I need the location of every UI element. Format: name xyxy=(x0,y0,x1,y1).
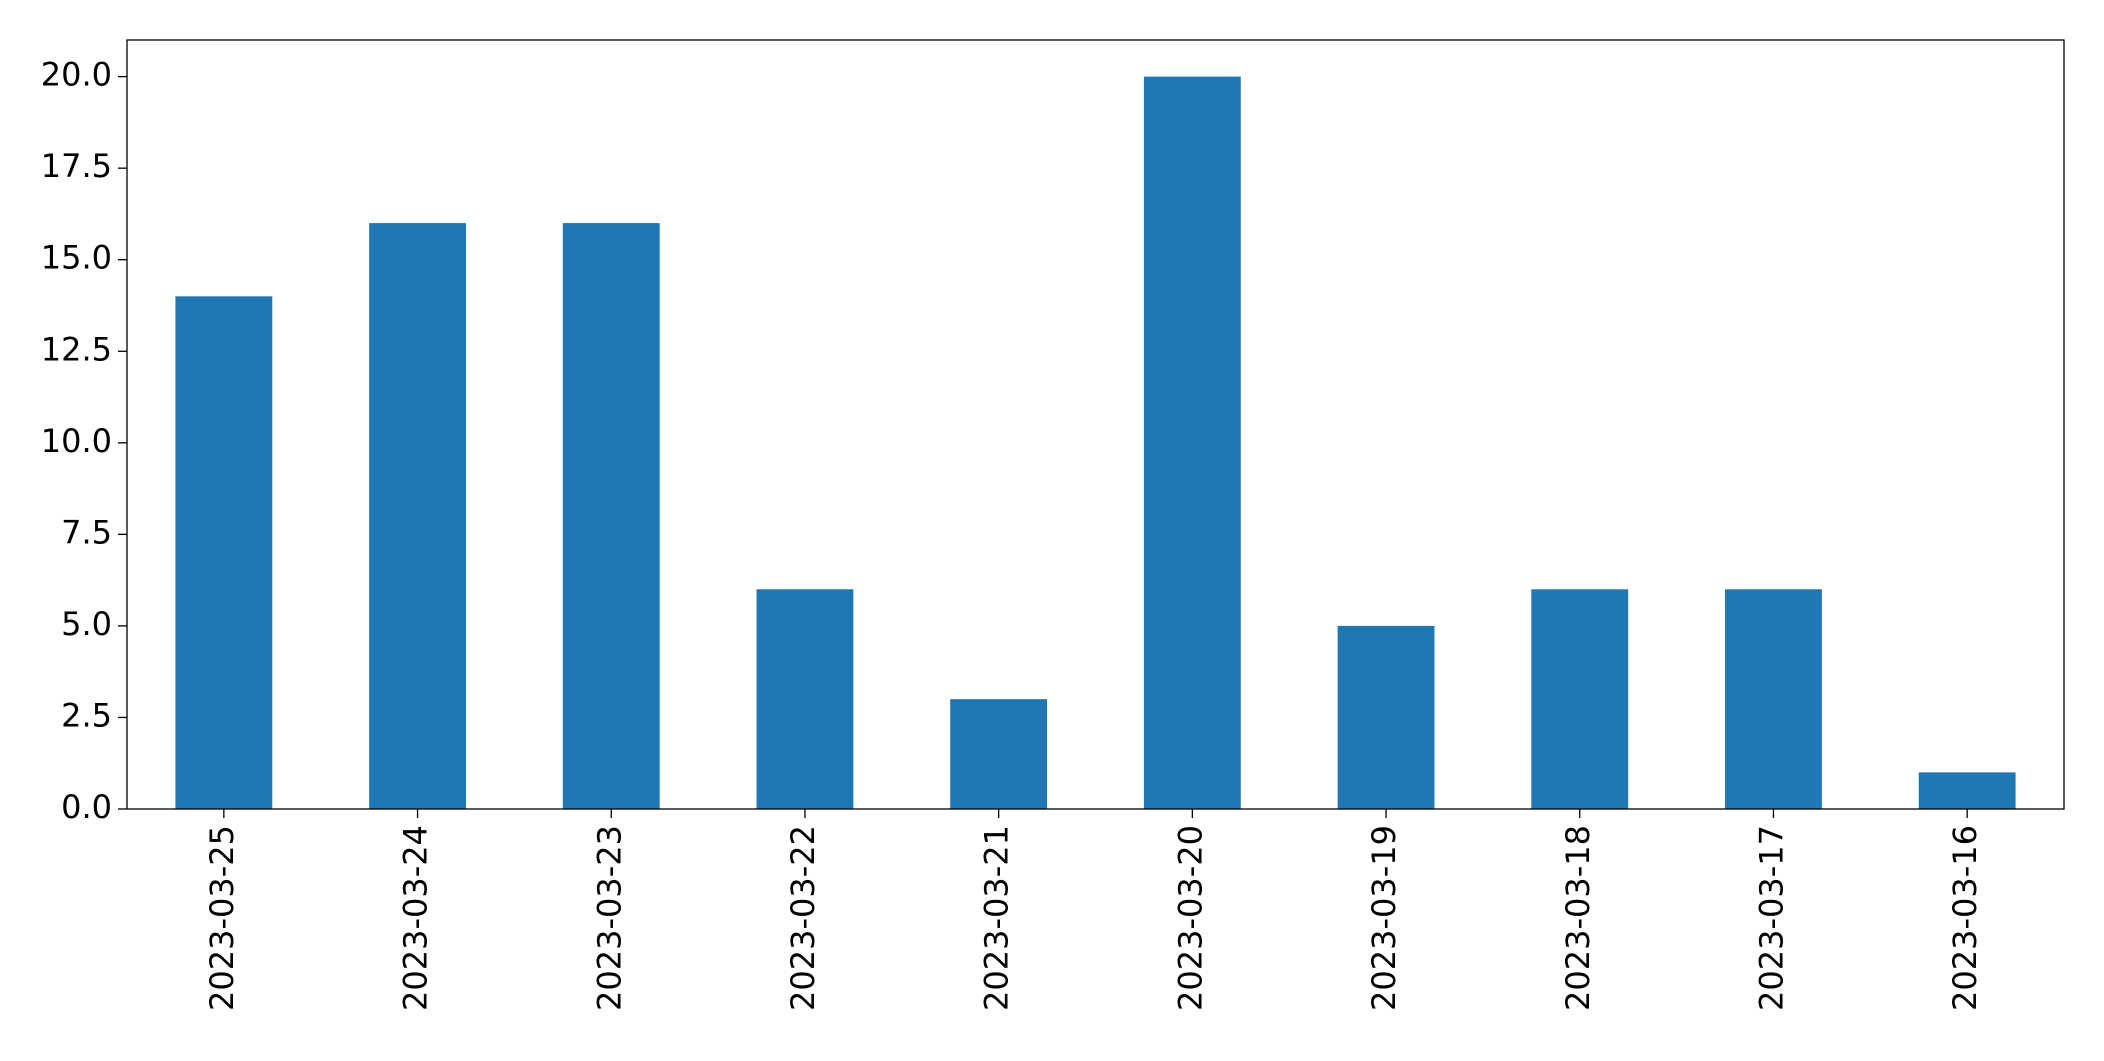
x-tick-label: 2023-03-19 xyxy=(1365,825,1403,1011)
bar xyxy=(1337,625,1435,809)
x-tick-label: 2023-03-21 xyxy=(978,825,1016,1011)
bar xyxy=(756,589,854,809)
x-tick-label: 2023-03-20 xyxy=(1171,825,1209,1011)
bar xyxy=(562,223,660,810)
x-tick-label: 2023-03-25 xyxy=(203,825,241,1011)
y-tick-label: 10.0 xyxy=(41,422,112,460)
x-tick-label: 2023-03-24 xyxy=(397,825,435,1011)
bar xyxy=(950,699,1048,809)
x-tick-label: 2023-03-17 xyxy=(1752,825,1790,1011)
bar xyxy=(369,223,466,810)
bar xyxy=(1918,772,2016,809)
y-tick-label: 2.5 xyxy=(61,696,112,734)
plot-frame xyxy=(126,39,2065,810)
x-tick-label: 2023-03-16 xyxy=(1946,825,1984,1011)
x-tick-label: 2023-03-23 xyxy=(590,825,628,1011)
y-tick-label: 17.5 xyxy=(41,147,112,185)
x-tick-label: 2023-03-22 xyxy=(784,825,822,1011)
bar xyxy=(175,296,273,809)
bar xyxy=(1725,589,1822,809)
y-tick-label: 12.5 xyxy=(41,330,112,368)
y-tick-label: 20.0 xyxy=(41,56,112,94)
y-tick-label: 0.0 xyxy=(61,788,112,826)
bar xyxy=(1531,589,1629,809)
y-tick-label: 5.0 xyxy=(61,605,112,643)
x-tick-label: 2023-03-18 xyxy=(1559,825,1597,1011)
y-tick-label: 15.0 xyxy=(41,239,112,277)
bar xyxy=(1143,76,1241,810)
y-tick-label: 7.5 xyxy=(61,513,112,551)
